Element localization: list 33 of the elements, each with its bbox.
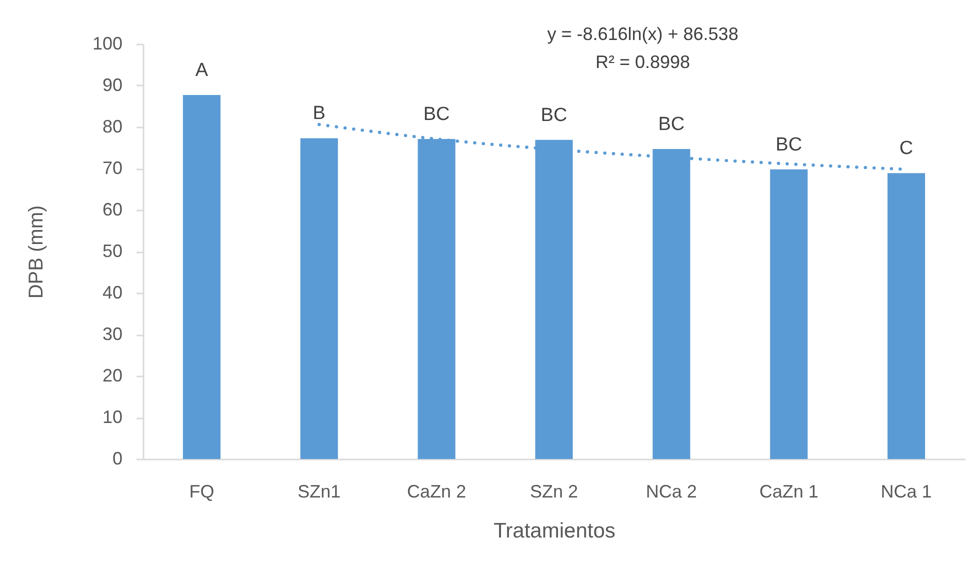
y-tick-label: 20 [102, 366, 122, 386]
annotation: BC [423, 104, 450, 126]
annotation: BC [776, 134, 802, 156]
y-tick-label: 30 [102, 324, 122, 344]
y-tick-label: 100 [92, 34, 122, 54]
x-axis-title: Tratamientos [494, 520, 616, 542]
annotation: A [195, 60, 208, 82]
y-tick-label: 80 [102, 116, 122, 136]
x-tick-label: NCa 1 [880, 482, 932, 502]
y-tick-label: 70 [102, 158, 122, 178]
text: y = -8.616ln(x) + 86.538 [547, 24, 738, 44]
x-tick-label: NCa 2 [646, 482, 697, 502]
x-tick-label: CaZn 1 [759, 482, 818, 502]
y-tick-label: 60 [102, 200, 122, 220]
annotation: BC [658, 114, 685, 135]
annotation: BC [540, 104, 568, 126]
annotation: B [312, 103, 326, 124]
bar [887, 173, 926, 459]
annotation: R² = 0.8998 [595, 52, 690, 72]
x-tick-label: SZn 2 [530, 482, 578, 502]
x-tick-label: FQ [189, 482, 214, 502]
x-tick-label: CaZn 2 [407, 482, 466, 502]
x-tick-label: SZn1 [298, 482, 341, 502]
y-tick-label: 40 [102, 282, 122, 302]
y-tick-label: 50 [102, 241, 122, 261]
bar [182, 95, 221, 459]
y-axis-title: DPB (mm) [25, 205, 48, 299]
bar [300, 138, 338, 459]
y-tick-label: 90 [102, 75, 122, 95]
bar [770, 169, 808, 459]
annotation: C [899, 138, 914, 160]
y-tick-label: 10 [102, 407, 122, 427]
y-tick-label: 0 [112, 448, 122, 468]
